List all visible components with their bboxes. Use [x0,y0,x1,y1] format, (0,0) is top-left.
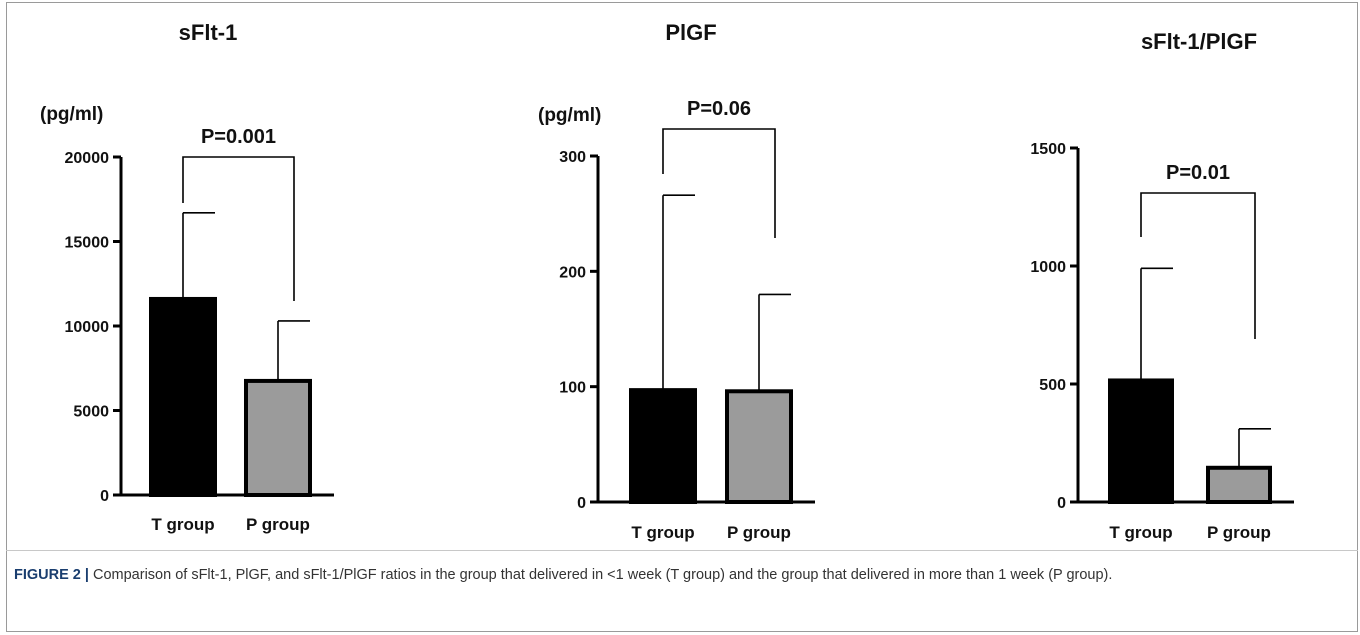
y-tick-label: 15000 [65,235,110,252]
figure-caption: FIGURE 2 | Comparison of sFlt-1, PlGF, a… [14,565,1344,586]
y-tick-label: 100 [559,380,586,397]
y-tick-label: 0 [100,488,109,505]
x-category-label: T group [631,523,694,542]
chart-svg-plgf: 0 100 200 300 T group P group P=0.06 [559,98,815,542]
caption-divider [6,550,1358,551]
figure-caption-label: FIGURE 2 | [14,567,89,583]
y-tick-label: 20000 [65,150,110,167]
significance-bracket [1140,192,1256,339]
chart-svg-ratio: 0 500 1000 1500 T group P group P=0.01 [1030,141,1294,542]
x-category-label: P group [727,523,791,542]
chart-title: sFlt-1/PlGF [1140,29,1258,54]
chart-svg-sflt1: 0 5000 10000 15000 20000 T group P group P=0.00… [65,126,334,534]
p-value-label: P=0.001 [201,126,276,148]
y-tick-label: 1000 [1030,259,1066,276]
chart-title: sFlt-1 [178,20,238,45]
bar-t-group [149,296,217,497]
bar-t-group [1108,378,1174,504]
y-tick-label: 0 [577,495,586,512]
y-tick-label: 300 [559,149,586,166]
x-category-label: P group [1207,523,1271,542]
y-tick-label: 200 [559,264,586,281]
y-tick-label: 500 [1039,377,1066,394]
y-tick-label: 5000 [73,404,109,421]
y-axis-unit-label: (pg/ml) [538,105,602,126]
y-tick-label: 1500 [1030,141,1066,158]
y-tick-label: 0 [1057,495,1066,512]
x-category-label: T group [151,515,214,534]
chart-title: PlGF [665,20,717,45]
figure-frame [6,2,1358,632]
significance-bracket [182,156,295,301]
p-value-label: P=0.01 [1166,162,1230,184]
bar-t-group [629,388,697,505]
bar-p-group [725,389,793,504]
chart-panel-ratio: sFlt-1/PlGF 0 500 1000 1500 T group P group P=… [0,0,1294,542]
significance-bracket [662,128,776,238]
p-value-label: P=0.06 [687,98,751,120]
y-axis-unit-label: (pg/ml) [40,104,104,125]
x-category-label: P group [246,515,310,534]
bar-p-group [244,378,312,497]
bar-p-group [1206,465,1272,504]
figure-caption-text: Comparison of sFlt-1, PlGF, and sFlt-1/P… [88,567,1113,583]
x-category-label: T group [1109,523,1172,542]
chart-panel-plgf: PlGF (pg/ml) 0 100 200 300 T group P group P=0… [0,0,815,542]
y-tick-label: 10000 [65,319,110,336]
chart-panel-sflt1: sFlt-1 (pg/ml) 0 5000 10000 15000 20000 T gro… [0,0,334,534]
